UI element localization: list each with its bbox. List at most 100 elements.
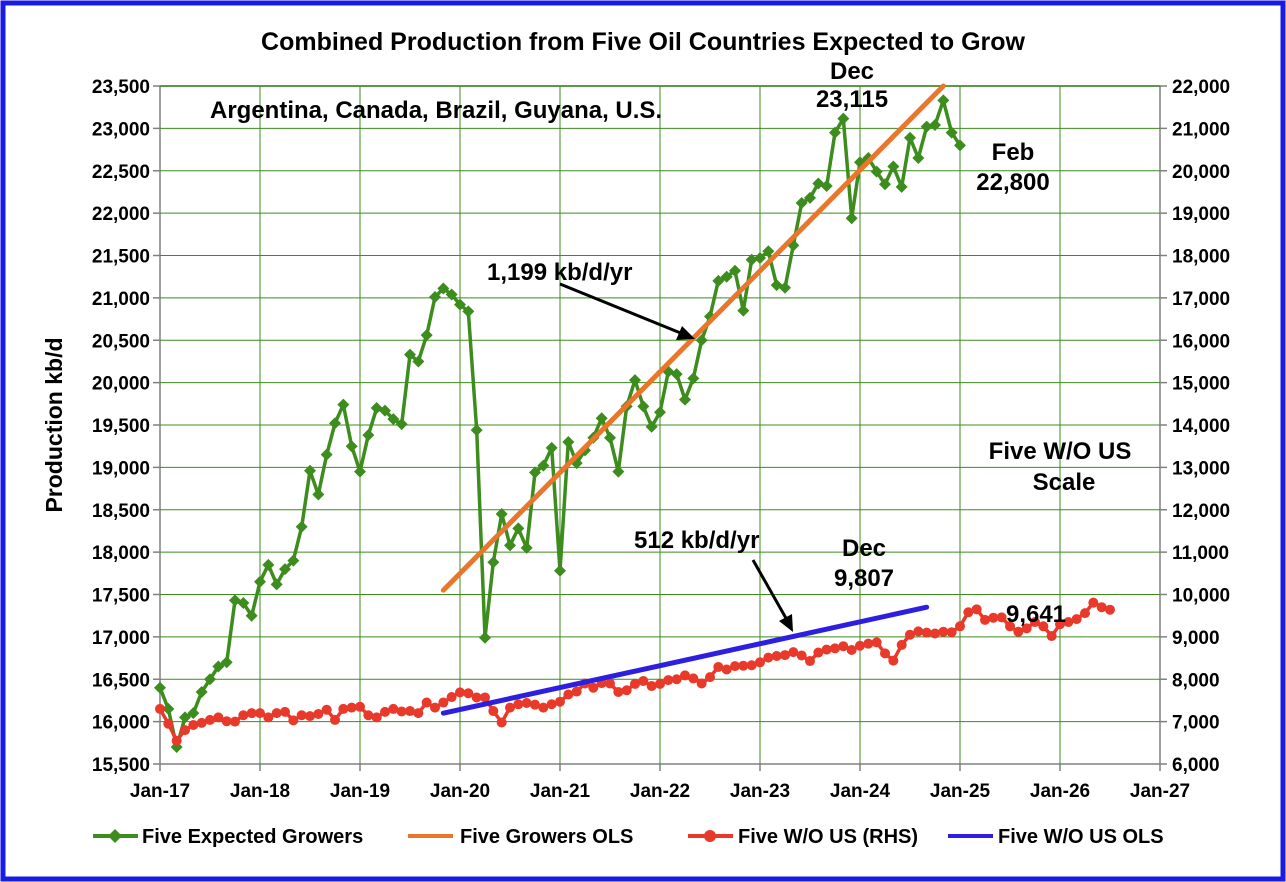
right-tick-label: 14,000 bbox=[1172, 416, 1230, 437]
right-tick-label: 7,000 bbox=[1172, 713, 1220, 734]
annotation-scale-line1: Five W/O US bbox=[989, 438, 1132, 465]
annotation-last-value-2: 9,641 bbox=[1006, 601, 1066, 628]
data-point bbox=[204, 673, 216, 686]
data-point bbox=[904, 131, 916, 144]
data-point bbox=[238, 710, 249, 721]
data-point bbox=[912, 152, 925, 165]
annotation-countries: Argentina, Canada, Brazil, Guyana, U.S. bbox=[210, 97, 662, 124]
legend: Five Expected Growers Five Growers OLS F… bbox=[93, 826, 1164, 848]
data-point bbox=[804, 191, 816, 204]
data-point bbox=[687, 372, 700, 385]
right-tick-label: 17,000 bbox=[1172, 289, 1230, 310]
data-point bbox=[1096, 602, 1107, 613]
data-point bbox=[321, 704, 332, 715]
right-tick-label: 21,000 bbox=[1172, 119, 1230, 140]
data-point bbox=[712, 274, 725, 287]
data-point bbox=[379, 404, 391, 417]
annotation-dec-label-2: Dec bbox=[842, 535, 886, 562]
data-point bbox=[504, 539, 516, 552]
data-point bbox=[354, 465, 366, 478]
data-point bbox=[638, 675, 649, 686]
right-tick-label: 15,000 bbox=[1172, 374, 1230, 395]
data-point bbox=[262, 558, 275, 571]
data-point bbox=[805, 656, 815, 667]
data-point bbox=[946, 627, 957, 638]
data-point bbox=[287, 554, 300, 567]
data-point bbox=[796, 650, 807, 661]
ols-line-five-w-o-us-ols bbox=[440, 604, 930, 716]
data-point bbox=[937, 94, 950, 107]
data-point bbox=[530, 699, 540, 710]
data-point bbox=[537, 459, 550, 472]
data-point bbox=[971, 604, 982, 615]
data-point bbox=[679, 393, 691, 406]
left-tick-label: 20,500 bbox=[92, 331, 150, 352]
arrow-bottom-shaft bbox=[751, 559, 789, 621]
data-point bbox=[870, 165, 883, 178]
data-point bbox=[629, 374, 641, 387]
data-point bbox=[538, 702, 549, 713]
data-point bbox=[562, 435, 575, 448]
data-point bbox=[488, 706, 499, 717]
data-point bbox=[720, 270, 733, 283]
data-point bbox=[421, 697, 432, 708]
right-tick-label: 12,000 bbox=[1172, 501, 1230, 522]
data-point bbox=[645, 420, 658, 433]
data-point bbox=[345, 440, 358, 453]
x-tick-label: Jan-17 bbox=[130, 781, 190, 802]
left-axis-ticks: 15,500 16,000 16,500 17,000 17,500 18,000 18,5… bbox=[92, 77, 160, 776]
right-axis-ticks: 6,000 7,000 8,000 9,000 10,000 11,000 12,000 13… bbox=[1160, 77, 1230, 776]
data-point bbox=[1063, 617, 1074, 628]
data-point bbox=[296, 710, 307, 721]
legend-label: Five Expected Growers bbox=[142, 826, 363, 848]
left-tick-label: 21,500 bbox=[92, 247, 150, 268]
data-point bbox=[1055, 619, 1065, 630]
right-tick-label: 11,000 bbox=[1172, 543, 1229, 564]
data-point bbox=[588, 682, 599, 693]
data-point bbox=[329, 417, 341, 430]
data-point bbox=[395, 418, 408, 431]
data-point bbox=[305, 711, 315, 722]
left-tick-label: 16,500 bbox=[92, 670, 150, 691]
data-point bbox=[829, 126, 841, 139]
data-point bbox=[304, 464, 316, 477]
data-point bbox=[221, 716, 232, 727]
right-tick-label: 8,000 bbox=[1172, 670, 1220, 691]
left-tick-label: 18,000 bbox=[92, 543, 150, 564]
legend-item-five-growers-ols: Five Growers OLS bbox=[408, 826, 633, 848]
data-point bbox=[337, 398, 350, 411]
data-point bbox=[346, 702, 357, 713]
annotation-arrows bbox=[559, 282, 793, 632]
annotation-feb-label: Feb bbox=[992, 139, 1035, 166]
data-point bbox=[963, 607, 974, 618]
data-point bbox=[945, 126, 958, 139]
data-point bbox=[688, 673, 699, 684]
left-tick-label: 17,000 bbox=[92, 628, 150, 649]
annotation-ols-rate-bottom: 512 kb/d/yr bbox=[634, 527, 759, 554]
data-point bbox=[663, 675, 674, 686]
data-point bbox=[513, 699, 524, 710]
data-point bbox=[954, 139, 966, 152]
data-point bbox=[788, 647, 799, 658]
annotation-scale-line2: Scale bbox=[1033, 469, 1096, 496]
data-point bbox=[838, 641, 849, 652]
x-tick-label: Jan-26 bbox=[1030, 781, 1090, 802]
data-point bbox=[388, 703, 399, 714]
arrow-top-shaft bbox=[559, 282, 684, 336]
data-point bbox=[279, 563, 291, 576]
data-point bbox=[855, 640, 865, 651]
data-point bbox=[563, 689, 574, 700]
data-point bbox=[763, 652, 774, 663]
x-tick-label: Jan-22 bbox=[630, 781, 690, 802]
annotation-dec-value-2: 9,807 bbox=[834, 565, 894, 592]
data-point bbox=[470, 424, 483, 437]
left-tick-label: 17,500 bbox=[92, 586, 150, 607]
data-point bbox=[1105, 604, 1115, 615]
data-point bbox=[180, 725, 190, 736]
data-point bbox=[462, 305, 475, 318]
data-point bbox=[420, 329, 433, 342]
arrow-bottom-head bbox=[779, 614, 793, 632]
left-tick-label: 22,000 bbox=[92, 204, 150, 225]
data-point bbox=[512, 522, 525, 535]
left-tick-label: 19,500 bbox=[92, 416, 150, 437]
